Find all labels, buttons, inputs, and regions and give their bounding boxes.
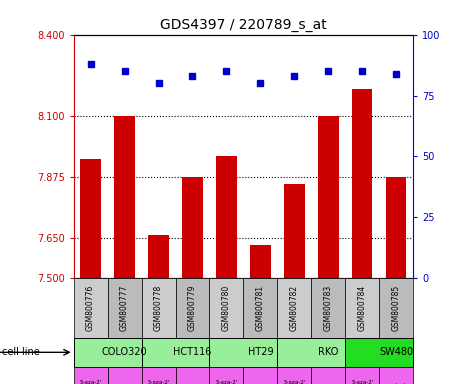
Bar <box>345 278 379 338</box>
Bar <box>386 177 407 278</box>
Text: control
l: control l <box>387 383 406 384</box>
Bar <box>142 367 176 384</box>
Text: GSM800779: GSM800779 <box>188 285 197 331</box>
Bar <box>209 338 277 367</box>
Bar <box>243 367 277 384</box>
Bar <box>312 278 345 338</box>
Bar <box>312 367 345 384</box>
Bar <box>182 177 203 278</box>
Bar <box>243 278 277 338</box>
Text: cell line: cell line <box>2 347 40 358</box>
Bar <box>148 235 169 278</box>
Bar <box>142 278 176 338</box>
Bar <box>352 89 372 278</box>
Text: 5-aza-2'
-deoxyc
ytidine: 5-aza-2' -deoxyc ytidine <box>79 381 102 384</box>
Text: 5-aza-2'
-deoxycy
tidine: 5-aza-2' -deoxycy tidine <box>350 381 375 384</box>
Bar <box>379 278 413 338</box>
Bar <box>345 367 379 384</box>
Text: 5-aza-2'
-deoxyc
ytidine: 5-aza-2' -deoxyc ytidine <box>147 381 170 384</box>
Bar <box>107 278 142 338</box>
Text: SW480: SW480 <box>379 347 413 358</box>
Text: GSM800784: GSM800784 <box>358 285 367 331</box>
Bar <box>74 338 142 367</box>
Bar <box>284 184 304 278</box>
Bar <box>74 367 107 384</box>
Bar <box>277 338 345 367</box>
Bar <box>80 159 101 278</box>
Bar <box>345 338 413 367</box>
Bar <box>209 278 243 338</box>
Bar <box>176 367 209 384</box>
Bar <box>216 157 237 278</box>
Text: GSM800777: GSM800777 <box>120 285 129 331</box>
Bar <box>277 367 311 384</box>
Bar <box>250 245 271 278</box>
Text: HCT116: HCT116 <box>173 347 212 358</box>
Bar <box>209 367 243 384</box>
Bar <box>107 367 142 384</box>
Bar <box>114 116 135 278</box>
Bar <box>176 278 209 338</box>
Bar <box>142 338 209 367</box>
Text: 5-aza-2'
-deoxyc
ytidine: 5-aza-2' -deoxyc ytidine <box>283 381 305 384</box>
Text: GSM800780: GSM800780 <box>222 285 231 331</box>
Text: GSM800776: GSM800776 <box>86 285 95 331</box>
Text: GSM800785: GSM800785 <box>392 285 401 331</box>
Text: HT29: HT29 <box>247 347 273 358</box>
Bar <box>277 278 311 338</box>
Text: 5-aza-2'
-deoxyc
ytidine: 5-aza-2' -deoxyc ytidine <box>215 381 238 384</box>
Text: GSM800783: GSM800783 <box>324 285 333 331</box>
Text: GSM800778: GSM800778 <box>154 285 163 331</box>
Text: COLO320: COLO320 <box>102 347 147 358</box>
Text: GSM800781: GSM800781 <box>256 285 265 331</box>
Bar <box>379 367 413 384</box>
Bar <box>74 278 107 338</box>
Text: GSM800782: GSM800782 <box>290 285 299 331</box>
Text: RKO: RKO <box>318 347 339 358</box>
Bar <box>318 116 339 278</box>
Title: GDS4397 / 220789_s_at: GDS4397 / 220789_s_at <box>160 18 327 32</box>
